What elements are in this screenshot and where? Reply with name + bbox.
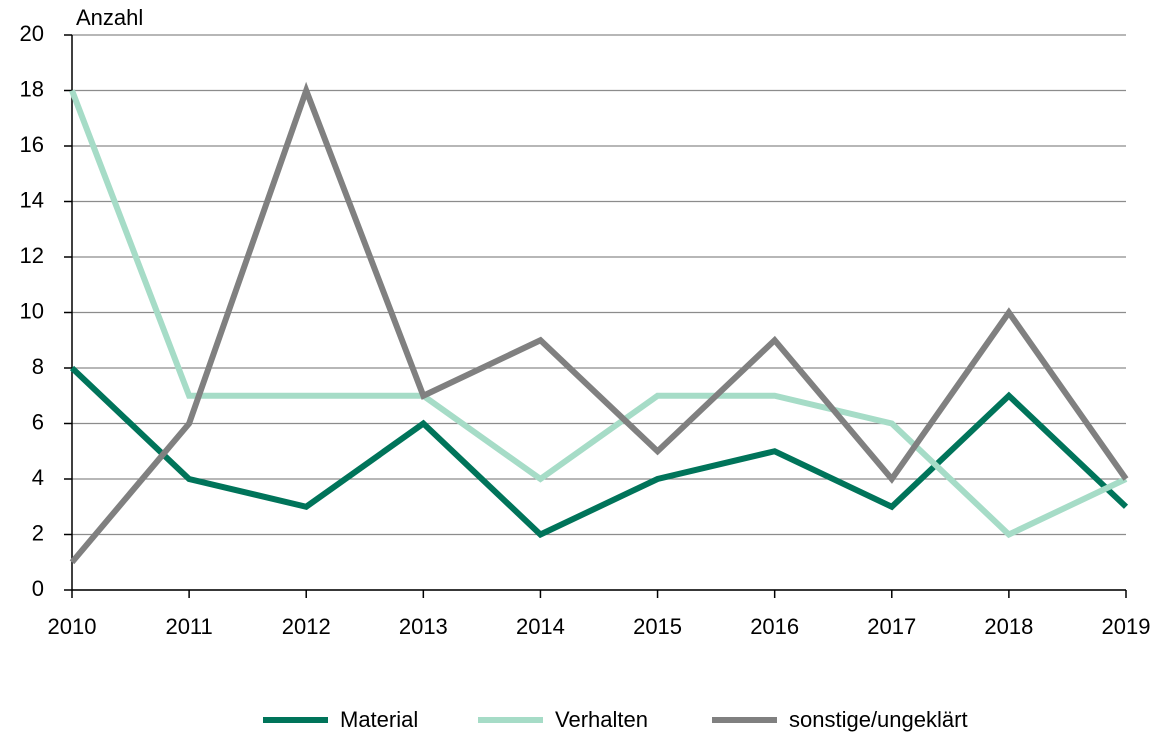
y-tick-label: 4 bbox=[32, 465, 44, 490]
y-tick-label: 14 bbox=[20, 187, 44, 212]
legend-label: Verhalten bbox=[555, 707, 648, 732]
x-tick-label: 2011 bbox=[165, 614, 212, 639]
y-tick-label: 18 bbox=[20, 76, 44, 101]
x-tick-label: 2013 bbox=[399, 614, 448, 639]
y-tick-label: 6 bbox=[32, 409, 44, 434]
line-series bbox=[69, 81, 1129, 565]
x-tick-label: 2015 bbox=[633, 614, 682, 639]
y-tick-label: 12 bbox=[20, 243, 44, 268]
line-series bbox=[69, 89, 1128, 539]
x-tick-label: 2010 bbox=[48, 614, 97, 639]
y-tick-label: 0 bbox=[32, 576, 44, 601]
x-tick-label: 2017 bbox=[867, 614, 916, 639]
x-tick-label: 2016 bbox=[750, 614, 799, 639]
x-tick-label: 2012 bbox=[282, 614, 331, 639]
y-tick-label: 20 bbox=[20, 21, 44, 46]
y-tick-label: 2 bbox=[32, 520, 44, 545]
y-tick-label: 8 bbox=[32, 354, 44, 379]
legend-label: Material bbox=[340, 707, 418, 732]
y-axis-label: Anzahl bbox=[76, 5, 143, 30]
y-tick-label: 16 bbox=[20, 132, 44, 157]
x-tick-label: 2014 bbox=[516, 614, 565, 639]
y-tick-label: 10 bbox=[20, 298, 44, 323]
line-series bbox=[69, 365, 1129, 539]
legend-label: sonstige/ungeklärt bbox=[789, 707, 968, 732]
x-tick-label: 2018 bbox=[984, 614, 1033, 639]
x-tick-label: 2019 bbox=[1102, 614, 1151, 639]
